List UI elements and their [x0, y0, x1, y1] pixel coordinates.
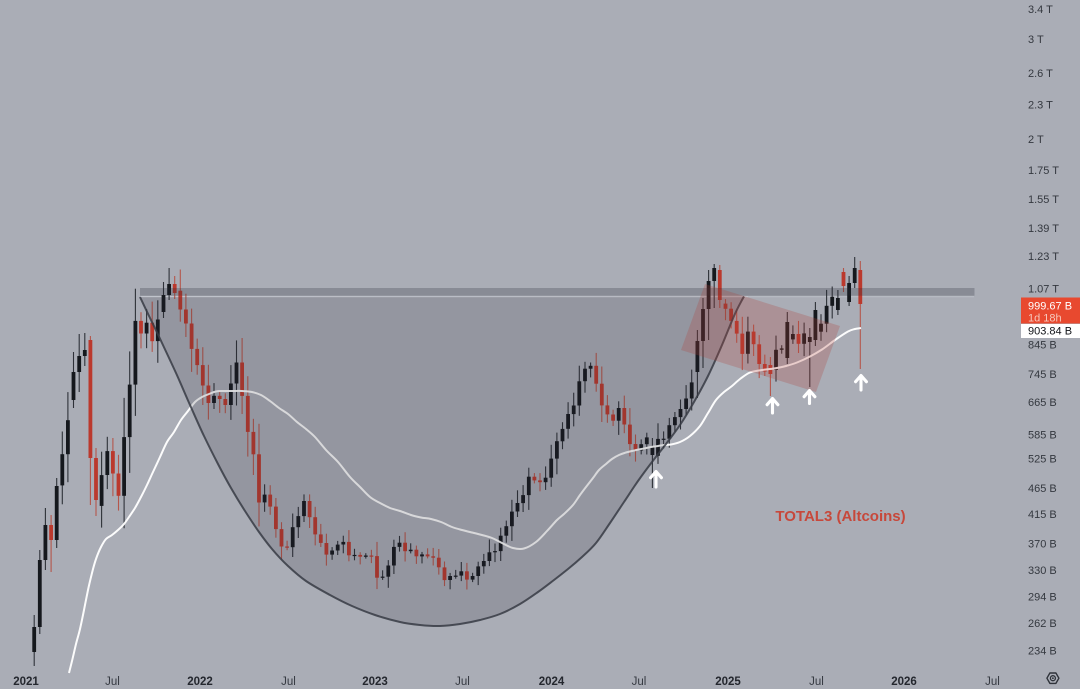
svg-text:2.3 T: 2.3 T	[1028, 100, 1053, 112]
svg-text:2024: 2024	[539, 676, 565, 688]
svg-text:2021: 2021	[13, 676, 39, 688]
svg-text:1d 18h: 1d 18h	[1028, 313, 1062, 325]
svg-text:665 B: 665 B	[1028, 397, 1057, 409]
svg-text:Jul: Jul	[809, 676, 824, 688]
svg-text:Jul: Jul	[455, 676, 470, 688]
svg-text:999.67 B: 999.67 B	[1028, 301, 1072, 313]
svg-text:2.6 T: 2.6 T	[1028, 68, 1053, 80]
svg-text:2026: 2026	[891, 676, 917, 688]
svg-text:TOTAL3 (Altcoins): TOTAL3 (Altcoins)	[775, 508, 905, 525]
svg-text:745 B: 745 B	[1028, 369, 1057, 381]
svg-text:330 B: 330 B	[1028, 565, 1057, 577]
svg-text:234 B: 234 B	[1028, 645, 1057, 657]
svg-text:1.39 T: 1.39 T	[1028, 223, 1059, 235]
svg-text:3 T: 3 T	[1028, 34, 1044, 46]
svg-text:525 B: 525 B	[1028, 454, 1057, 466]
svg-text:3.4 T: 3.4 T	[1028, 4, 1053, 16]
svg-text:2023: 2023	[362, 676, 388, 688]
svg-text:2025: 2025	[715, 676, 741, 688]
svg-text:1.23 T: 1.23 T	[1028, 251, 1059, 263]
svg-text:294 B: 294 B	[1028, 591, 1057, 603]
svg-text:370 B: 370 B	[1028, 539, 1057, 551]
svg-text:Jul: Jul	[985, 676, 1000, 688]
svg-text:903.84 B: 903.84 B	[1028, 326, 1072, 338]
svg-text:585 B: 585 B	[1028, 429, 1057, 441]
svg-text:Jul: Jul	[105, 676, 120, 688]
svg-text:2022: 2022	[187, 676, 213, 688]
svg-text:465 B: 465 B	[1028, 483, 1057, 495]
svg-text:1.55 T: 1.55 T	[1028, 194, 1059, 206]
svg-text:1.75 T: 1.75 T	[1028, 165, 1059, 177]
svg-text:845 B: 845 B	[1028, 340, 1057, 352]
svg-text:2 T: 2 T	[1028, 134, 1044, 146]
svg-text:415 B: 415 B	[1028, 509, 1057, 521]
svg-text:Jul: Jul	[632, 676, 647, 688]
svg-text:Jul: Jul	[281, 676, 296, 688]
svg-text:262 B: 262 B	[1028, 618, 1057, 630]
svg-text:1.07 T: 1.07 T	[1028, 284, 1059, 296]
